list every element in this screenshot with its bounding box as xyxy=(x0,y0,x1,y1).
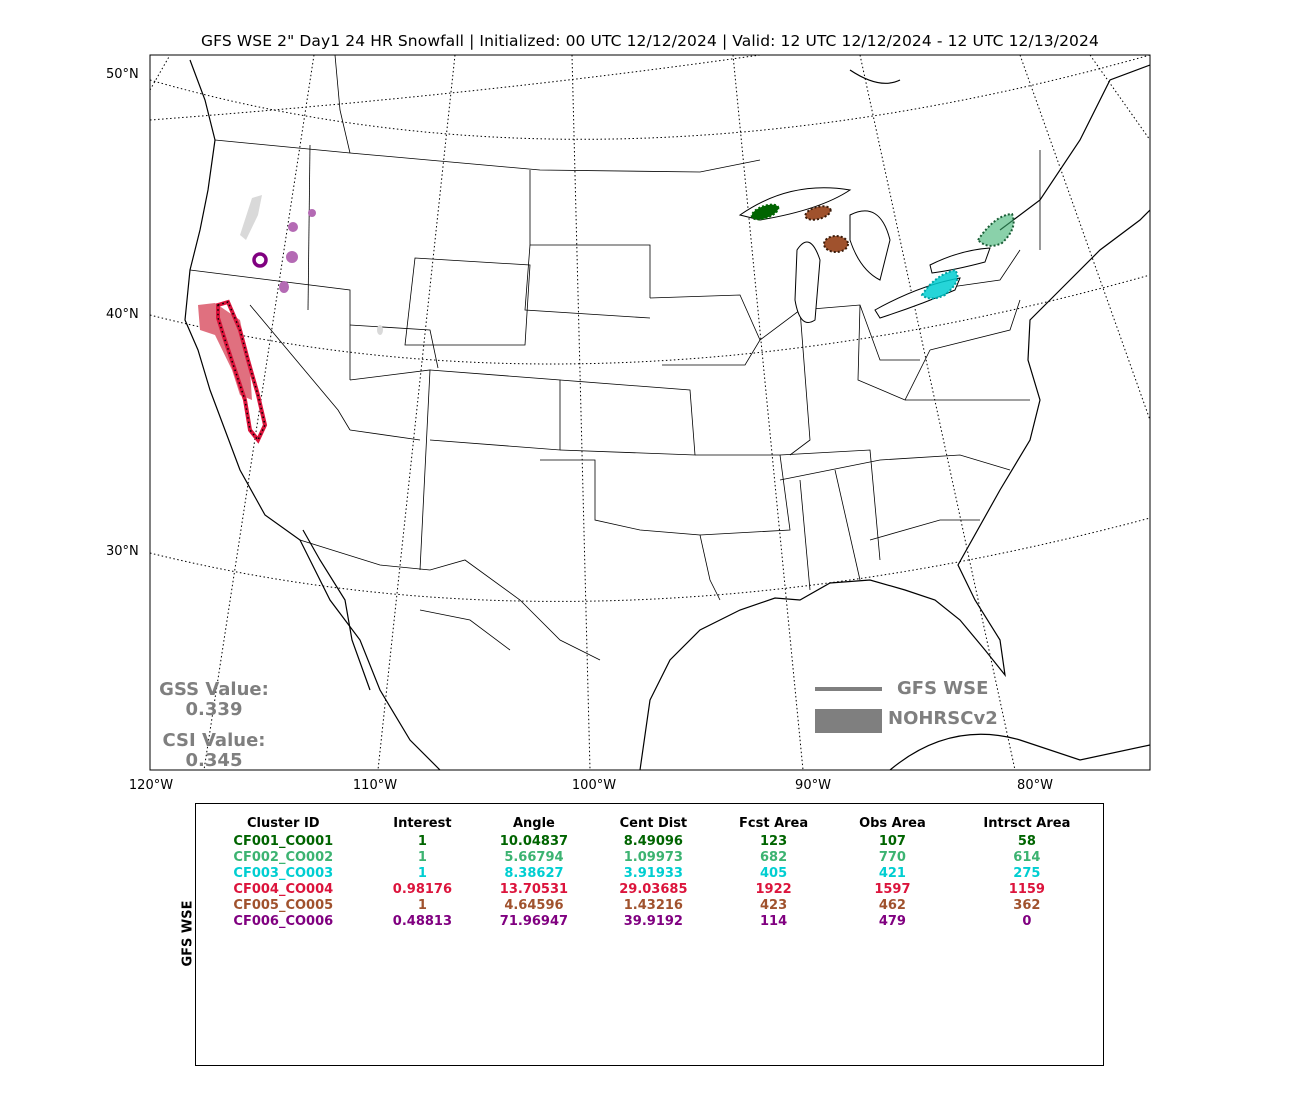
header-interest: Interest xyxy=(393,816,452,831)
coastline xyxy=(184,59,1150,770)
table-cell: 29.03685 xyxy=(619,882,688,897)
header-cent-dist: Cent Dist xyxy=(619,816,688,831)
table-cell: 275 xyxy=(1013,866,1041,881)
header-angle: Angle xyxy=(512,816,555,831)
table-row: CF003_CO003 1 8.38627 3.91933 405 421 275 xyxy=(196,866,1103,882)
lon-label-90: 90°W xyxy=(795,778,831,793)
cluster-cf006-obs xyxy=(288,222,298,232)
cluster-cf006-obs xyxy=(286,251,298,263)
cluster-cf006-fcst xyxy=(252,252,268,268)
table-cell: 1 xyxy=(417,850,427,865)
legend-observed-swatch xyxy=(815,709,882,733)
table-cell: 0.98176 xyxy=(392,882,453,897)
legend-observed-label: NOHRSCv2 xyxy=(888,708,998,729)
table-row: CF001_CO001 1 10.04837 8.49096 123 107 58 xyxy=(196,834,1103,850)
table-cell: 1159 xyxy=(1008,882,1045,897)
table-cell: CF002_CO002 xyxy=(233,850,334,865)
table-row: CF006_CO006 0.48813 71.96947 39.9192 114 479 0 xyxy=(196,914,1103,930)
gss-value: 0.339 xyxy=(185,699,243,720)
header-intrsct-area: Intrsct Area xyxy=(983,816,1071,831)
lat-label-50: 50°N xyxy=(106,67,139,82)
header-obs-area: Obs Area xyxy=(859,816,926,831)
table-cell: 682 xyxy=(760,850,788,865)
cluster-cf006-obs xyxy=(279,281,289,293)
table-cell: 1922 xyxy=(755,882,792,897)
table-cell: 4.64596 xyxy=(504,898,564,913)
cluster-cf002-obs xyxy=(976,212,1015,247)
table-cell: 1 xyxy=(417,866,427,881)
table-cell: CF004_CO004 xyxy=(233,882,334,897)
cluster-stats-table: Cluster ID Interest Angle Cent Dist Fcst… xyxy=(196,816,1103,930)
table-cell: 71.96947 xyxy=(499,914,569,929)
table-cell: 1.43216 xyxy=(623,898,683,913)
lon-label-100: 100°W xyxy=(571,778,617,793)
table-cell: 362 xyxy=(1013,898,1041,913)
graticule xyxy=(150,55,1150,770)
header-fcst-area: Fcst Area xyxy=(739,816,809,831)
table-cell: 1597 xyxy=(874,882,911,897)
table-cell: 1.09973 xyxy=(623,850,683,865)
table-cell: CF003_CO003 xyxy=(233,866,334,881)
snow-objects xyxy=(198,195,1015,444)
table-cell: CF005_CO005 xyxy=(233,898,334,913)
table-cell: 479 xyxy=(878,914,906,929)
lon-label-80: 80°W xyxy=(1017,778,1053,793)
table-cell: 114 xyxy=(760,914,788,929)
table-cell: 0.48813 xyxy=(392,914,453,929)
table-cell: 39.9192 xyxy=(623,914,683,929)
table-side-label: GFS WSE xyxy=(180,900,196,967)
lon-label-110: 110°W xyxy=(352,778,398,793)
table-cell: 405 xyxy=(760,866,788,881)
snowfall-map xyxy=(149,54,1151,771)
gss-label: GSS Value: xyxy=(159,679,269,700)
lon-label-120: 120°W xyxy=(128,778,174,793)
table-cell: 462 xyxy=(878,898,906,913)
table-header-row: Cluster ID Interest Angle Cent Dist Fcst… xyxy=(196,816,1103,834)
map-frame xyxy=(149,54,1151,771)
table-cell: 13.70531 xyxy=(499,882,569,897)
table-cell: 614 xyxy=(1013,850,1041,865)
table-cell: 10.04837 xyxy=(499,834,569,849)
cluster-cf001-obs xyxy=(750,203,780,221)
table-cell: CF001_CO001 xyxy=(233,834,334,849)
table-body: CF001_CO001 1 10.04837 8.49096 123 107 58 CF002… xyxy=(196,834,1103,930)
table-cell: 8.38627 xyxy=(504,866,564,881)
table-cell: 1 xyxy=(417,834,427,849)
table-cell: 0 xyxy=(1022,914,1032,929)
cluster-stats-panel: Cluster ID Interest Angle Cent Dist Fcst… xyxy=(195,803,1104,1066)
table-cell: 123 xyxy=(760,834,788,849)
table-cell: 58 xyxy=(1017,834,1036,849)
csi-label: CSI Value: xyxy=(162,730,266,751)
table-row: CF002_CO002 1 5.66794 1.09973 682 770 614 xyxy=(196,850,1103,866)
map-title: GFS WSE 2" Day1 24 HR Snowfall | Initial… xyxy=(201,32,1099,50)
csi-value: 0.345 xyxy=(185,750,243,771)
table-row: CF004_CO004 0.98176 13.70531 29.03685 1922 15… xyxy=(196,882,1103,898)
cluster-cf003-obs xyxy=(920,268,959,300)
table-cell: 5.66794 xyxy=(504,850,564,865)
table-cell: 107 xyxy=(878,834,906,849)
table-cell: 421 xyxy=(878,866,906,881)
legend-forecast-label: GFS WSE xyxy=(897,678,989,699)
table-cell: 3.91933 xyxy=(623,866,683,881)
minor-object xyxy=(240,195,262,240)
header-cluster-id: Cluster ID xyxy=(247,816,320,831)
lat-label-40: 40°N xyxy=(106,307,139,322)
cluster-cf005-obs xyxy=(823,235,849,253)
table-cell: 8.49096 xyxy=(623,834,683,849)
csi-score: CSI Value: 0.345 xyxy=(150,731,278,771)
table-cell: 770 xyxy=(878,850,906,865)
cluster-cf005-fcst xyxy=(804,205,832,221)
minor-object xyxy=(377,325,383,335)
lat-label-30: 30°N xyxy=(106,544,139,559)
gss-score: GSS Value: 0.339 xyxy=(150,680,278,720)
table-row: CF005_CO005 1 4.64596 1.43216 423 462 362 xyxy=(196,898,1103,914)
cluster-cf006-obs xyxy=(308,209,316,217)
table-cell: 423 xyxy=(760,898,788,913)
table-cell: 1 xyxy=(417,898,427,913)
table-cell: CF006_CO006 xyxy=(233,914,334,929)
